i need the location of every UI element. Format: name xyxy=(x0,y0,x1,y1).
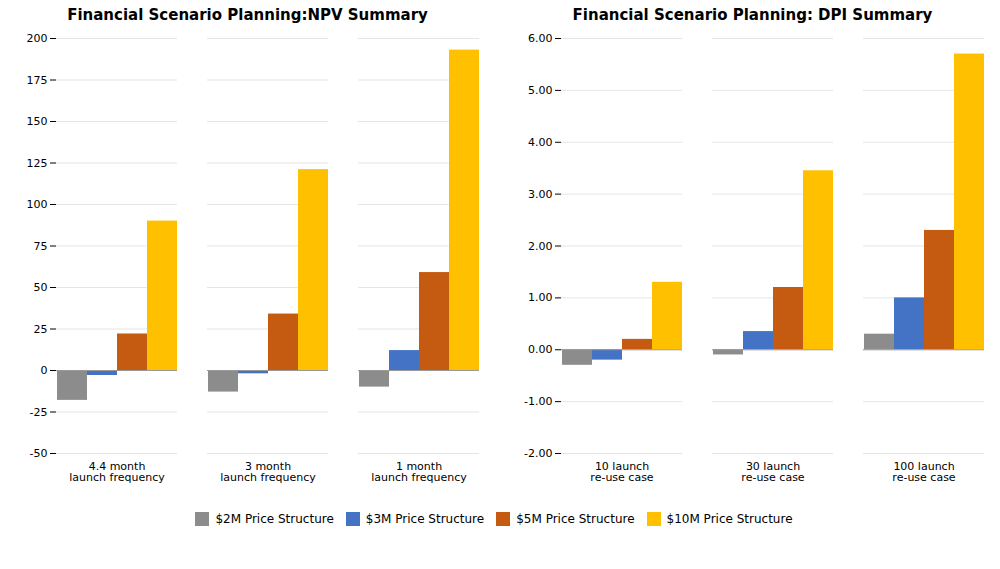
svg-text:125: 125 xyxy=(27,157,48,170)
svg-text:0.00: 0.00 xyxy=(528,343,553,356)
svg-text:4.4 monthlaunch frequency: 4.4 monthlaunch frequency xyxy=(69,460,165,484)
svg-text:175: 175 xyxy=(27,74,48,87)
svg-text:1 monthlaunch frequency: 1 monthlaunch frequency xyxy=(371,460,467,484)
svg-text:2.00: 2.00 xyxy=(528,240,553,253)
svg-text:10 launchre-use case: 10 launchre-use case xyxy=(590,460,654,484)
svg-text:200: 200 xyxy=(27,32,48,45)
svg-text:1.00: 1.00 xyxy=(528,291,553,304)
svg-text:6.00: 6.00 xyxy=(528,32,553,45)
svg-text:0: 0 xyxy=(41,364,48,377)
svg-text:100: 100 xyxy=(27,198,48,211)
svg-text:150: 150 xyxy=(27,115,48,128)
svg-text:-25: -25 xyxy=(30,406,48,419)
html-text:$3M Price Structure: $3M Price Structure xyxy=(365,511,485,526)
svg-text:3 monthlaunch frequency: 3 monthlaunch frequency xyxy=(220,460,316,484)
html-text:$5M Price Structure: $5M Price Structure xyxy=(516,511,635,526)
svg-text:30 launchre-use case: 30 launchre-use case xyxy=(741,460,805,484)
svg-text:-1.00: -1.00 xyxy=(524,395,552,408)
svg-text:25: 25 xyxy=(34,323,48,336)
html-text:Financial Scenario Planning:NP: Financial Scenario Planning:NPV Summary xyxy=(67,6,428,24)
svg-text:-2.00: -2.00 xyxy=(524,447,552,460)
html-text:$10M Price Structure: $10M Price Structure xyxy=(666,511,793,526)
svg-text:5.00: 5.00 xyxy=(528,84,553,97)
svg-text:4.00: 4.00 xyxy=(528,136,553,149)
svg-text:3.00: 3.00 xyxy=(528,188,553,201)
svg-text:100 launchre-use case: 100 launchre-use case xyxy=(892,460,956,484)
html-text:$2M Price Structure: $2M Price Structure xyxy=(215,511,334,526)
svg-text:75: 75 xyxy=(34,240,48,253)
svg-text:50: 50 xyxy=(34,281,48,294)
html-text:Financial Scenario Planning: D: Financial Scenario Planning: DPI Summary xyxy=(572,6,933,24)
svg-text:-50: -50 xyxy=(30,447,48,460)
